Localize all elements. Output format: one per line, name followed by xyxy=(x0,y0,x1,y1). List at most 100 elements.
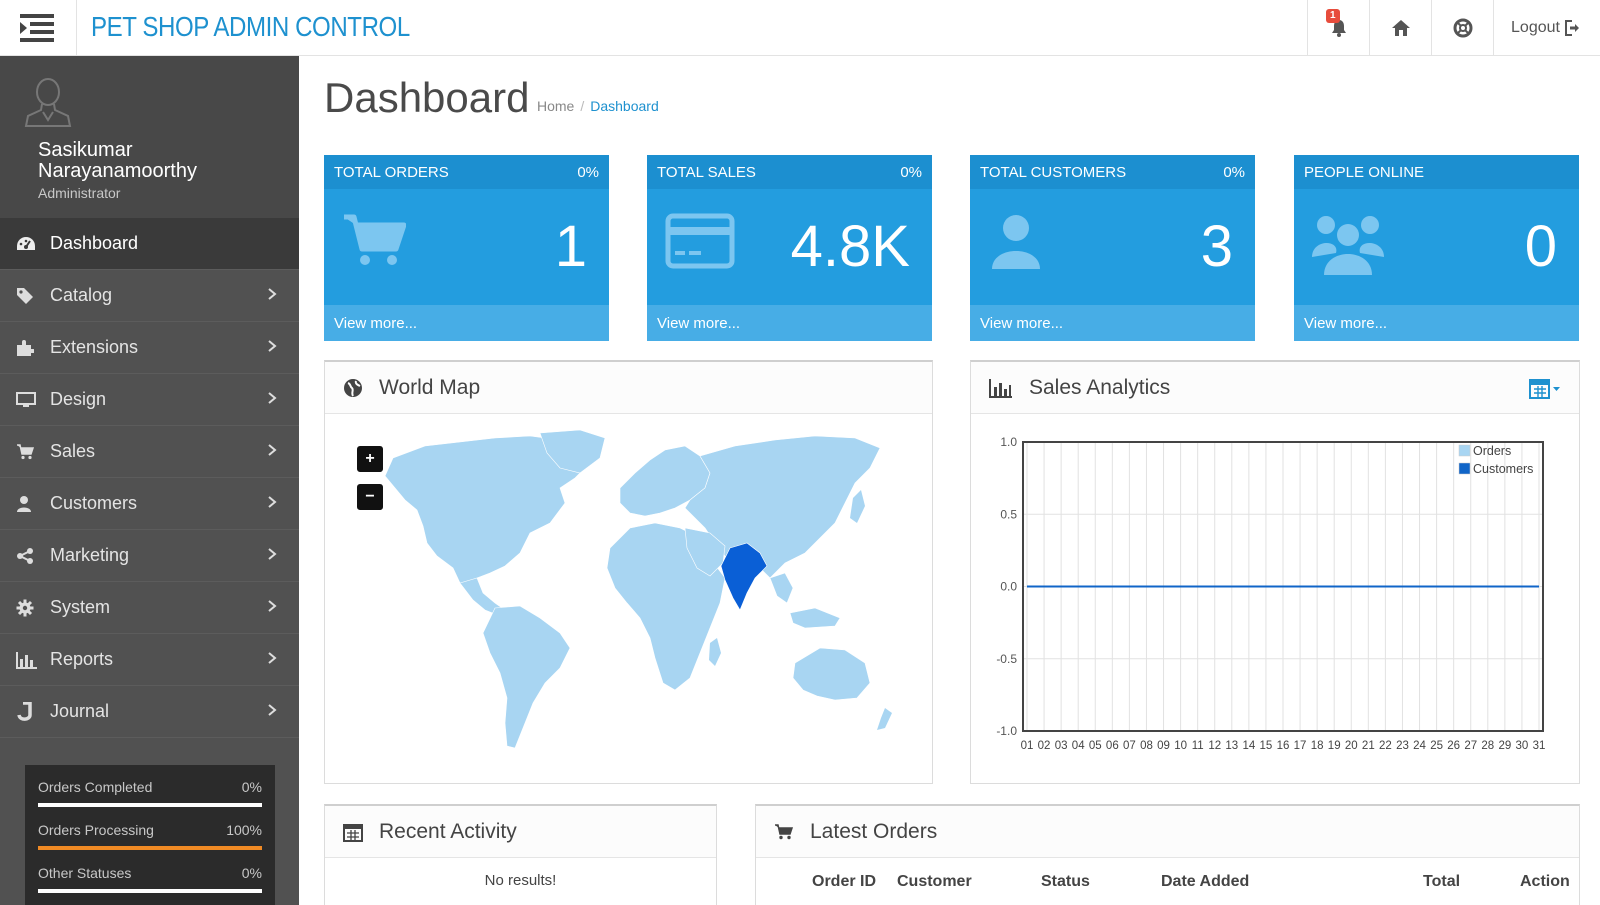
sidebar-item-catalog[interactable]: Catalog xyxy=(0,270,299,322)
sidebar-item-marketing[interactable]: Marketing xyxy=(0,530,299,582)
bar-chart-icon xyxy=(989,378,1012,398)
latest-orders-title: Latest Orders xyxy=(810,819,938,843)
x-tick-label: 16 xyxy=(1277,740,1290,752)
tile-value: 3 xyxy=(1200,214,1233,279)
top-header: PET SHOP ADMIN CONTROL 1 Logout xyxy=(0,0,1600,56)
map-madagascar[interactable] xyxy=(709,638,721,666)
stat-value: 100% xyxy=(226,822,262,838)
x-tick-label: 24 xyxy=(1413,740,1426,752)
tags-icon xyxy=(17,287,33,304)
sign-out-icon xyxy=(1564,20,1579,36)
sidebar-item-label: Design xyxy=(50,389,107,409)
x-tick-label: 18 xyxy=(1311,740,1324,752)
tile-total-customers: TOTAL CUSTOMERS 0% 3 View more... xyxy=(970,155,1255,341)
menu-indent-icon xyxy=(20,14,54,42)
bar-chart-icon xyxy=(16,651,37,669)
stat-orders-processing: Orders Processing 100% xyxy=(38,822,262,865)
tile-percent: 0% xyxy=(1223,163,1245,181)
x-tick-label: 25 xyxy=(1430,740,1443,752)
map-south-america[interactable] xyxy=(482,605,571,749)
map-zoom-out-button[interactable]: − xyxy=(357,484,383,510)
tile-value: 4.8K xyxy=(790,214,910,279)
sidebar-item-label: Dashboard xyxy=(50,233,139,253)
sidebar-item-reports[interactable]: Reports xyxy=(0,634,299,686)
home-button[interactable] xyxy=(1369,0,1431,56)
tile-view-more-link[interactable]: View more... xyxy=(970,305,1255,341)
page-title: Dashboard xyxy=(324,74,530,121)
breadcrumb: Home / Dashboard xyxy=(537,98,659,114)
column-header-order-id[interactable]: Order ID xyxy=(812,873,877,890)
sidebar-item-design[interactable]: Design xyxy=(0,374,299,426)
sidebar-item-sales[interactable]: Sales xyxy=(0,426,299,478)
sidebar-item-label: Customers xyxy=(50,493,138,513)
menu-toggle-button[interactable] xyxy=(0,0,77,56)
x-tick-label: 12 xyxy=(1208,740,1221,752)
life-ring-icon xyxy=(1453,18,1472,38)
globe-icon xyxy=(344,378,362,397)
notifications-button[interactable]: 1 xyxy=(1307,0,1369,56)
x-tick-label: 20 xyxy=(1345,740,1358,752)
map-arabia[interactable] xyxy=(684,527,726,577)
sidebar-item-label: Marketing xyxy=(50,545,130,565)
world-map[interactable] xyxy=(365,428,905,758)
x-tick-label: 08 xyxy=(1140,740,1153,752)
breadcrumb-home[interactable]: Home xyxy=(537,98,575,114)
sidebar-item-extensions[interactable]: Extensions xyxy=(0,322,299,374)
sidebar-item-dashboard[interactable]: Dashboard xyxy=(0,218,299,270)
cart-icon xyxy=(17,443,34,459)
chevron-right-icon xyxy=(268,600,277,612)
stat-progress-bar xyxy=(38,889,262,893)
world-map-panel: World Map + − xyxy=(324,360,933,784)
brand-title[interactable]: PET SHOP ADMIN CONTROL xyxy=(91,11,410,42)
recent-activity-title: Recent Activity xyxy=(379,819,517,843)
x-tick-label: 09 xyxy=(1157,740,1170,752)
breadcrumb-current[interactable]: Dashboard xyxy=(590,98,659,114)
sidebar-item-journal[interactable]: Journal xyxy=(0,686,299,738)
tile-view-more-link[interactable]: View more... xyxy=(324,305,609,341)
sidebar-item-label: Sales xyxy=(50,441,96,461)
sales-analytics-panel: Sales Analytics 1.0 0.5 0.0 -0.5 -1.0 01 02 03 0… xyxy=(970,360,1580,784)
stat-label: Other Statuses xyxy=(38,865,132,881)
x-tick-label: 04 xyxy=(1072,740,1085,752)
x-tick-label: 29 xyxy=(1498,740,1511,752)
x-tick-label: 26 xyxy=(1447,740,1460,752)
tile-people-online: PEOPLE ONLINE 0 View more... xyxy=(1294,155,1579,341)
map-greenland[interactable] xyxy=(539,429,606,474)
x-tick-label: 30 xyxy=(1516,740,1529,752)
column-header-date-added[interactable]: Date Added xyxy=(1161,873,1250,890)
sidebar-item-label: Journal xyxy=(50,701,110,721)
map-india-highlighted[interactable] xyxy=(720,542,768,611)
world-map-title: World Map xyxy=(379,375,481,399)
map-zoom-in-button[interactable]: + xyxy=(357,446,383,472)
column-header-status[interactable]: Status xyxy=(1041,873,1090,890)
tile-value: 0 xyxy=(1524,214,1557,279)
map-japan[interactable] xyxy=(850,490,865,523)
column-header-action[interactable]: Action xyxy=(1520,873,1570,890)
puzzle-icon xyxy=(17,339,34,356)
tile-view-more-link[interactable]: View more... xyxy=(1294,305,1579,341)
logout-label: Logout xyxy=(1511,19,1560,36)
y-tick-label: 0.0 xyxy=(1000,580,1017,594)
tile-view-more-link[interactable]: View more... xyxy=(647,305,932,341)
journal-icon xyxy=(17,701,32,721)
tile-percent: 0% xyxy=(900,163,922,181)
map-asia[interactable] xyxy=(684,435,881,579)
x-tick-label: 05 xyxy=(1089,740,1102,752)
date-range-dropdown[interactable] xyxy=(1529,377,1561,405)
logout-button[interactable]: Logout xyxy=(1493,0,1600,56)
help-button[interactable] xyxy=(1431,0,1493,56)
x-tick-label: 10 xyxy=(1174,740,1187,752)
column-header-customer[interactable]: Customer xyxy=(897,873,972,890)
column-header-total[interactable]: Total xyxy=(1423,873,1461,890)
sidebar-item-customers[interactable]: Customers xyxy=(0,478,299,530)
sidebar-item-label: Reports xyxy=(50,649,114,669)
map-southeast-asia[interactable] xyxy=(769,572,841,629)
sidebar-item-system[interactable]: System xyxy=(0,582,299,634)
map-new-zealand[interactable] xyxy=(877,708,892,730)
map-australia[interactable] xyxy=(792,647,871,701)
tile-total-sales: TOTAL SALES 0% 4.8K View more... xyxy=(647,155,932,341)
dashboard-icon xyxy=(17,236,35,250)
stat-orders-completed: Orders Completed 0% xyxy=(38,779,262,822)
chevron-right-icon xyxy=(268,704,277,716)
x-tick-label: 13 xyxy=(1225,740,1238,752)
